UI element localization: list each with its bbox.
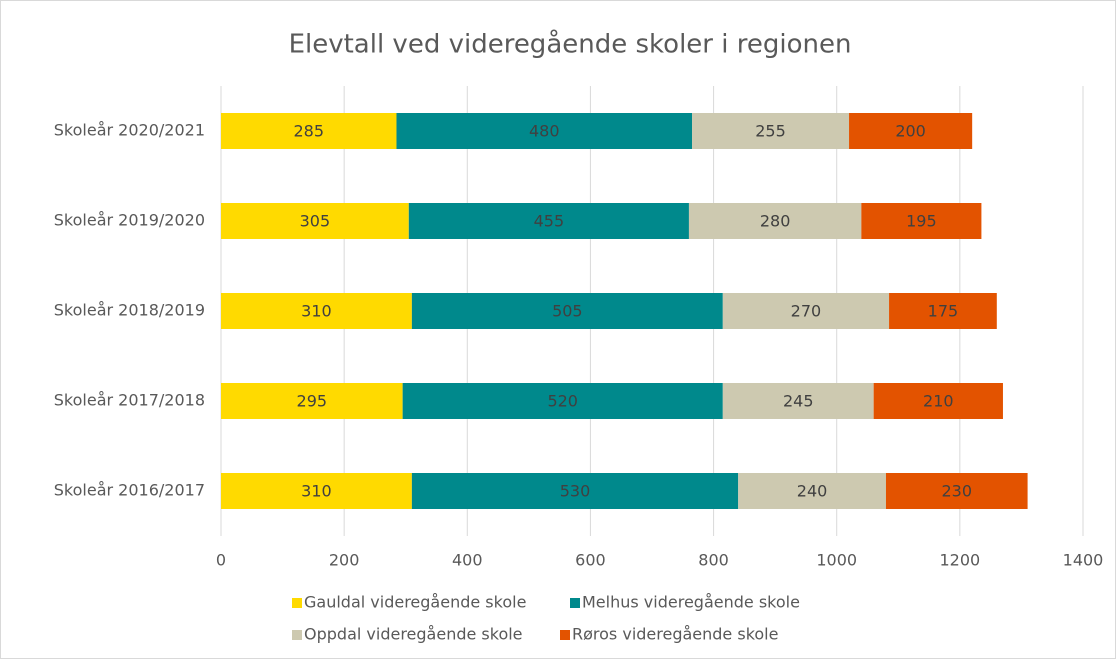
y-tick-label: Skoleår 2016/2017	[54, 481, 205, 500]
bar-segment	[221, 293, 412, 329]
legend-swatch	[560, 630, 570, 640]
legend-swatch	[570, 598, 580, 608]
bar-segment	[722, 383, 874, 419]
bar-segment	[221, 383, 403, 419]
x-tick-label: 1200	[939, 551, 980, 570]
bar-segment	[411, 293, 723, 329]
x-tick-label: 400	[452, 551, 483, 570]
x-tick-label: 600	[575, 551, 606, 570]
data-label: 310	[301, 482, 332, 501]
x-tick-label: 1400	[1063, 551, 1104, 570]
data-label: 310	[301, 302, 332, 321]
x-tick-label: 0	[216, 551, 226, 570]
data-label: 240	[797, 482, 828, 501]
y-tick-label: Skoleår 2018/2019	[54, 301, 205, 320]
legend-swatch	[292, 598, 302, 608]
data-label: 280	[760, 212, 791, 231]
bar-segment	[861, 203, 982, 239]
data-label: 520	[547, 392, 578, 411]
x-tick-label: 200	[329, 551, 360, 570]
bar-segment	[221, 473, 412, 509]
data-label: 175	[928, 302, 959, 321]
bar-segment	[722, 293, 890, 329]
bar-segment	[873, 383, 1003, 419]
data-label: 530	[560, 482, 591, 501]
bar-segment	[402, 383, 723, 419]
data-label: 200	[895, 122, 926, 141]
bar-segment	[885, 473, 1028, 509]
legend-swatch	[292, 630, 302, 640]
bar-segment	[221, 113, 397, 149]
data-label: 295	[297, 392, 328, 411]
data-label: 285	[293, 122, 324, 141]
bar-segment	[889, 293, 997, 329]
bar-segment	[688, 203, 862, 239]
data-label: 270	[791, 302, 822, 321]
bar-segment	[221, 203, 409, 239]
bar-segment	[408, 203, 689, 239]
data-label: 210	[923, 392, 954, 411]
bar-segment	[738, 473, 886, 509]
data-label: 505	[552, 302, 583, 321]
data-label: 230	[942, 482, 973, 501]
data-label: 480	[529, 122, 560, 141]
data-label: 455	[534, 212, 565, 231]
y-tick-label: Skoleår 2017/2018	[54, 391, 205, 410]
data-label: 305	[300, 212, 331, 231]
data-label: 255	[755, 122, 786, 141]
bar-segment	[849, 113, 973, 149]
y-tick-label: Skoleår 2019/2020	[54, 211, 205, 230]
legend-label: Oppdal videregående skole	[304, 625, 523, 644]
bar-segment	[411, 473, 739, 509]
legend-label: Røros videregående skole	[572, 625, 778, 644]
legend-label: Gauldal videregående skole	[304, 593, 526, 612]
x-tick-label: 800	[698, 551, 729, 570]
bar-segment	[692, 113, 850, 149]
chart-title: Elevtall ved videregående skoler i regio…	[289, 29, 852, 60]
y-tick-label: Skoleår 2020/2021	[54, 121, 205, 140]
data-label: 195	[906, 212, 937, 231]
legend-label: Melhus videregående skole	[582, 593, 800, 612]
data-label: 245	[783, 392, 814, 411]
x-tick-label: 1000	[816, 551, 857, 570]
bar-segment	[396, 113, 693, 149]
